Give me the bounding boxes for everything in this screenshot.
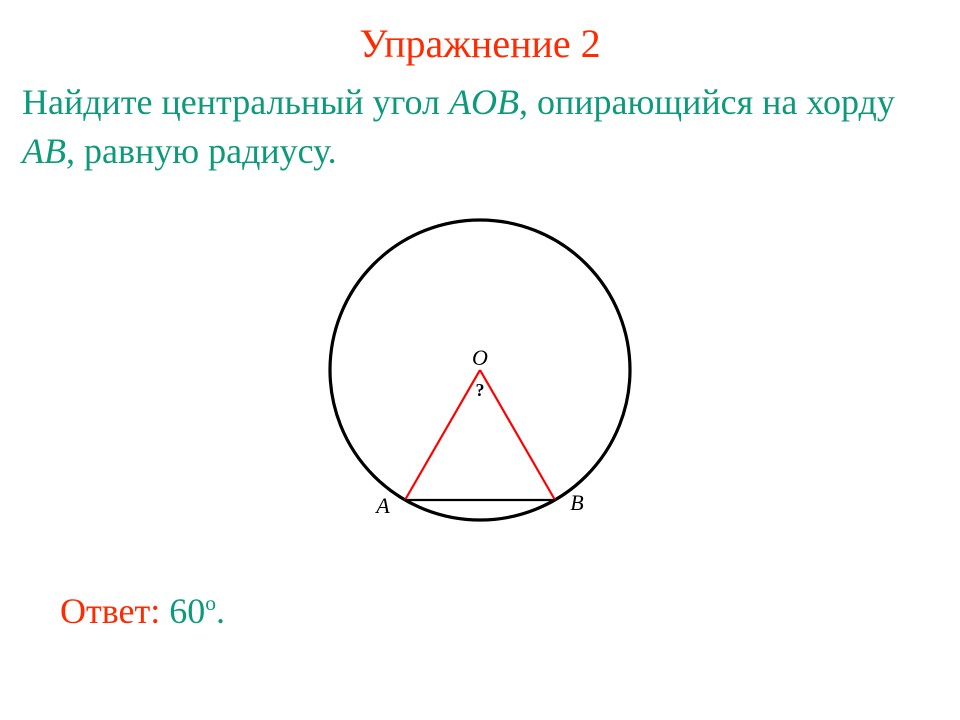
slide: Упражнение 2 Найдите центральный угол AO… (0, 0, 960, 720)
symbol-aob: AOB (449, 82, 519, 122)
answer-line: Ответ: 60о. (60, 590, 225, 632)
svg-text:B: B (570, 490, 583, 515)
symbol-ab: AB (22, 131, 66, 171)
svg-text:A: A (374, 493, 390, 518)
answer-degree: о (205, 591, 216, 615)
answer-value: 60 (169, 591, 205, 631)
problem-suffix: , равную радиусу. (66, 131, 337, 171)
answer-value-wrap: 60о. (169, 591, 225, 631)
problem-mid: , опирающийся на хорду (519, 82, 895, 122)
svg-text:?: ? (476, 380, 485, 400)
title-text: Упражнение 2 (359, 21, 600, 66)
problem-prefix: Найдите центральный угол (22, 82, 449, 122)
answer-period: . (216, 591, 225, 631)
geometry-diagram: O? A B (310, 200, 650, 540)
svg-text:O: O (472, 345, 488, 370)
answer-label: Ответ: (60, 591, 160, 631)
problem-statement: Найдите центральный угол AOB, опирающийс… (22, 78, 942, 175)
exercise-title: Упражнение 2 (0, 20, 960, 67)
diagram-svg: O? A B (310, 200, 650, 540)
